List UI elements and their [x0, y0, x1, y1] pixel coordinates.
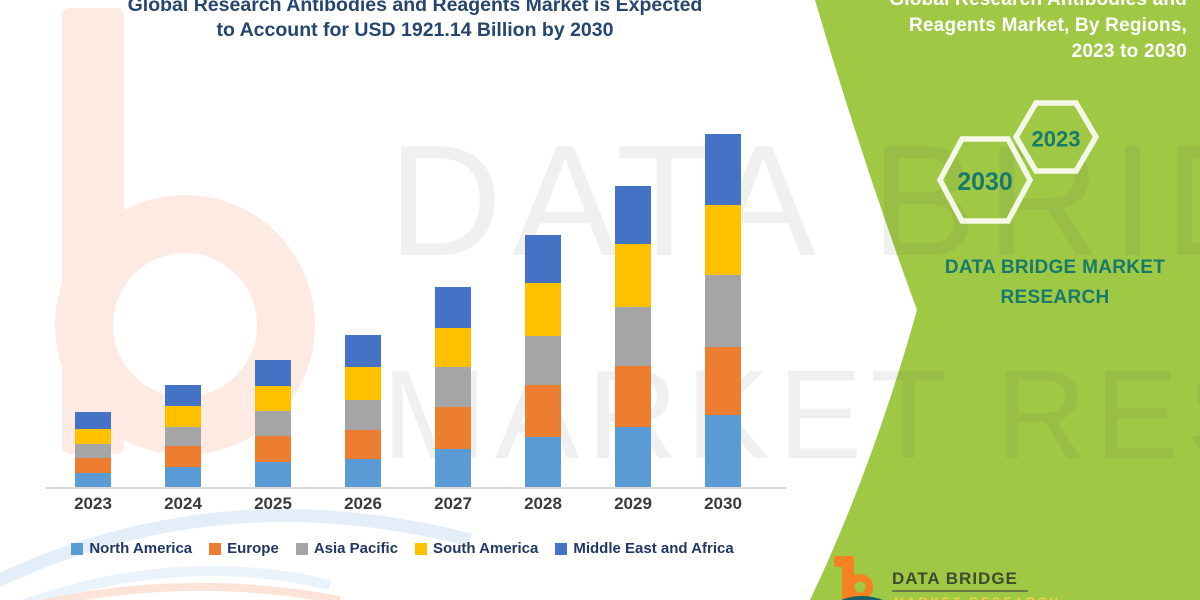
legend-label-south-america: South America [433, 540, 539, 557]
bar-segment-asia-pacific [615, 306, 651, 366]
bar-segment-europe [525, 385, 561, 437]
bar-segment-south-america [705, 204, 741, 275]
bar-segment-north-america [165, 467, 201, 487]
bar-segment-middle-east-and-africa [525, 235, 561, 284]
bar-segment-europe [705, 346, 741, 415]
legend-swatch-europe [209, 542, 222, 555]
bar-segment-asia-pacific [255, 410, 291, 437]
chart-legend: North America Europe Asia Pacific South Ame… [15, 540, 790, 557]
bar-segment-asia-pacific [75, 443, 111, 459]
legend-label-asia-pacific: Asia Pacific [313, 540, 399, 557]
legend-item-north-america: North America [71, 540, 192, 557]
bar-segment-asia-pacific [165, 426, 201, 447]
x-axis-label-2026: 2026 [344, 494, 382, 513]
panel-brand-line2: RESEARCH [1000, 287, 1110, 308]
panel-heading: Global Research Antibodies and Reagents … [767, 0, 1187, 65]
bar-segment-europe [615, 365, 651, 427]
x-axis-line [45, 487, 787, 489]
legend-swatch-middle-east-and-africa [555, 542, 568, 555]
bar-segment-middle-east-and-africa [615, 185, 651, 244]
chart-title-line1: Global Research Antibodies and Reagents … [127, 0, 703, 16]
x-axis-label-2027: 2027 [434, 494, 472, 513]
chart-title: Global Research Antibodies and Reagents … [55, 0, 775, 43]
bar-segment-europe [75, 458, 111, 473]
legend-label-north-america: North America [89, 540, 193, 557]
bar-segment-asia-pacific [525, 335, 561, 385]
x-axis-label-2028: 2028 [524, 494, 562, 513]
bar-2025 [255, 360, 291, 487]
bar-segment-middle-east-and-africa [255, 360, 291, 386]
bar-segment-south-america [165, 406, 201, 427]
bar-segment-europe [345, 429, 381, 460]
bar-segment-south-america [255, 385, 291, 411]
bar-segment-north-america [615, 426, 651, 487]
bar-segment-north-america [525, 437, 561, 487]
legend-label-europe: Europe [227, 540, 279, 557]
bar-2030 [705, 134, 741, 487]
bar-segment-asia-pacific [345, 399, 381, 430]
bar-2024 [165, 385, 201, 487]
bar-segment-north-america [345, 459, 381, 487]
x-axis-label-2029: 2029 [614, 494, 652, 513]
legend-label-middle-east-and-africa: Middle East and Africa [573, 540, 734, 557]
panel-heading-line1: Global Research Antibodies and [767, 0, 1187, 13]
footer-brand-underline [892, 590, 1028, 592]
bar-segment-south-america [345, 367, 381, 400]
bar-segment-north-america [705, 414, 741, 487]
legend-swatch-north-america [71, 542, 84, 555]
footer-brand-name: DATA BRIDGE [892, 569, 1018, 588]
bar-segment-middle-east-and-africa [435, 286, 471, 328]
bar-segment-europe [255, 436, 291, 462]
hexagon-2030-label: 2030 [957, 168, 1013, 196]
bar-segment-south-america [525, 283, 561, 336]
bar-segment-middle-east-and-africa [75, 412, 111, 430]
bar-segment-middle-east-and-africa [705, 134, 741, 205]
bar-segment-north-america [435, 449, 471, 487]
legend-swatch-south-america [415, 542, 428, 555]
panel-brand-line1: DATA BRIDGE MARKET [944, 257, 1166, 278]
bar-2029 [615, 185, 651, 487]
green-panel-shape [810, 0, 1200, 600]
legend-item-europe: Europe [209, 540, 279, 557]
bar-segment-south-america [75, 429, 111, 444]
x-axis-label-2023: 2023 [74, 494, 112, 513]
footer-swoosh-teal [841, 596, 883, 600]
bar-segment-europe [165, 446, 201, 467]
bar-2028 [525, 235, 561, 487]
bar-segment-asia-pacific [705, 274, 741, 347]
hexagon-2023-icon [1012, 100, 1100, 174]
legend-item-middle-east-and-africa: Middle East and Africa [555, 540, 734, 557]
bar-segment-south-america [435, 327, 471, 367]
bar-segment-middle-east-and-africa [345, 334, 381, 368]
footer-b-bowl-hole [854, 581, 866, 593]
bar-segment-north-america [75, 472, 111, 487]
bar-segment-middle-east-and-africa [165, 385, 201, 407]
bar-segment-north-america [255, 462, 291, 487]
bar-segment-south-america [615, 243, 651, 307]
bar-segment-asia-pacific [435, 366, 471, 407]
bar-2023 [75, 412, 111, 487]
footer-sub-brand: MARKET RESEARCH [894, 595, 1061, 600]
panel-heading-line2: Reagents Market, By Regions, [908, 15, 1187, 36]
x-axis-label-2025: 2025 [254, 494, 292, 513]
footer-b-hook [834, 556, 854, 567]
chart-title-line2: to Account for USD 1921.14 Billion by 20… [216, 19, 614, 41]
plot-area: 2023 2024 2025 2026 2027 2028 2029 2030 [45, 134, 787, 513]
bar-segment-europe [435, 406, 471, 449]
legend-item-asia-pacific: Asia Pacific [295, 540, 399, 557]
hexagon-2030-icon [936, 136, 1034, 224]
x-axis-label-2024: 2024 [164, 494, 202, 513]
footer-logo-b-icon [834, 556, 883, 600]
bar-2026 [345, 334, 381, 487]
legend-item-south-america: South America [415, 540, 538, 557]
panel-brand-text: DATA BRIDGE MARKET RESEARCH [930, 253, 1180, 313]
year-hexagons: 2030 2023 [936, 100, 1100, 224]
panel-heading-line3: 2023 to 2030 [1071, 41, 1187, 62]
x-axis-label-2030: 2030 [704, 494, 742, 513]
bar-2027 [435, 286, 471, 487]
legend-swatch-asia-pacific [295, 542, 308, 555]
hexagon-2023-label: 2023 [1032, 127, 1081, 152]
